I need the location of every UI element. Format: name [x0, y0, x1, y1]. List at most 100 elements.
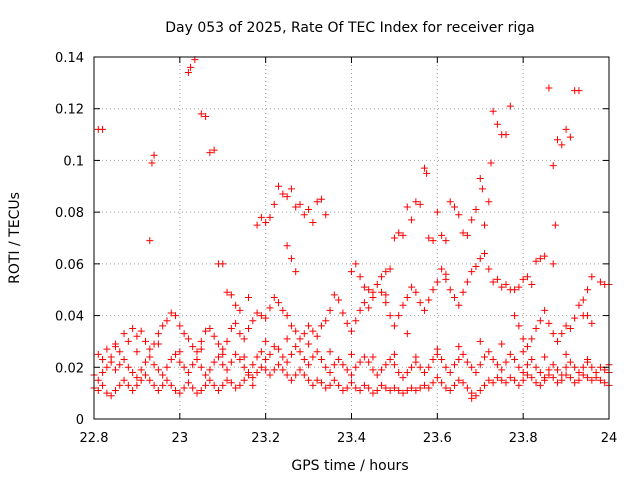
data-point [317, 322, 325, 330]
y-tick-label: 0.04 [55, 310, 84, 325]
data-point [206, 149, 214, 157]
data-point [515, 322, 523, 330]
data-point [305, 322, 313, 330]
data-point [335, 356, 343, 364]
data-point [339, 309, 347, 317]
data-point [481, 221, 489, 229]
data-point [99, 125, 107, 133]
data-point [99, 356, 107, 364]
data-point [103, 363, 111, 371]
data-point [478, 185, 486, 193]
y-axis-label: ROTI / TECUs [7, 192, 23, 284]
data-point [498, 340, 506, 348]
data-point [455, 356, 463, 364]
axis-ticks [93, 56, 610, 420]
data-point [468, 394, 476, 402]
data-point [566, 133, 574, 141]
data-point [506, 286, 514, 294]
data-point [554, 366, 561, 374]
data-point [562, 322, 570, 330]
data-point [172, 312, 180, 320]
data-point [223, 376, 231, 384]
data-point [476, 387, 484, 395]
data-point [416, 200, 424, 208]
data-point [187, 63, 195, 71]
data-point [584, 356, 592, 364]
data-point [549, 162, 557, 170]
data-point [279, 353, 287, 361]
data-point [219, 381, 227, 389]
data-point [549, 330, 557, 338]
data-point [275, 182, 283, 190]
data-point [219, 260, 227, 268]
data-point [399, 301, 407, 309]
data-point [197, 387, 205, 395]
data-point [472, 368, 480, 376]
data-point [455, 211, 463, 219]
data-point [541, 252, 549, 260]
data-point [386, 265, 394, 273]
data-point [549, 260, 557, 268]
data-point [99, 368, 107, 376]
data-point [429, 356, 437, 364]
data-point [107, 358, 115, 366]
data-point [498, 283, 506, 291]
data-point [116, 361, 124, 369]
data-point [339, 361, 347, 369]
data-point [382, 384, 390, 392]
data-point [279, 190, 287, 198]
data-point [468, 268, 476, 276]
data-point [305, 376, 313, 384]
data-point [137, 376, 145, 384]
x-tick-label: 23.4 [337, 431, 366, 446]
data-point [176, 348, 184, 356]
x-tick-label: 23 [172, 431, 189, 446]
data-point [137, 366, 145, 374]
data-point [420, 164, 428, 172]
data-point [197, 345, 205, 353]
data-point [356, 306, 364, 314]
data-point [313, 376, 321, 384]
data-point [287, 322, 295, 330]
data-point [571, 314, 579, 322]
data-point [425, 234, 433, 242]
data-point [184, 69, 192, 77]
data-point [493, 374, 501, 382]
data-point [541, 376, 549, 384]
data-point [463, 384, 471, 392]
data-point [395, 312, 403, 320]
data-point [588, 319, 596, 327]
data-point [481, 381, 489, 389]
data-point [451, 361, 458, 369]
data-point [275, 361, 283, 369]
data-point [210, 332, 218, 340]
data-point [592, 374, 600, 382]
data-point [322, 363, 330, 371]
data-point [476, 337, 484, 345]
data-point [124, 363, 132, 371]
data-point [515, 363, 523, 371]
data-point [438, 356, 446, 364]
data-point [163, 363, 171, 371]
data-point [223, 337, 231, 345]
data-point [485, 198, 493, 206]
data-point [596, 278, 604, 286]
data-point [305, 340, 313, 348]
data-point [275, 299, 283, 307]
data-point [472, 262, 480, 270]
data-point [206, 325, 214, 332]
data-point [262, 314, 270, 322]
data-point [335, 381, 343, 389]
data-point [167, 309, 175, 317]
data-point [193, 348, 201, 356]
data-point [356, 387, 364, 395]
data-point [253, 353, 261, 361]
data-point [511, 376, 519, 384]
grid-lines [94, 57, 609, 419]
data-point [493, 120, 501, 128]
data-point [588, 363, 596, 371]
data-point [279, 306, 287, 314]
data-point [137, 327, 145, 335]
data-point [309, 353, 317, 361]
